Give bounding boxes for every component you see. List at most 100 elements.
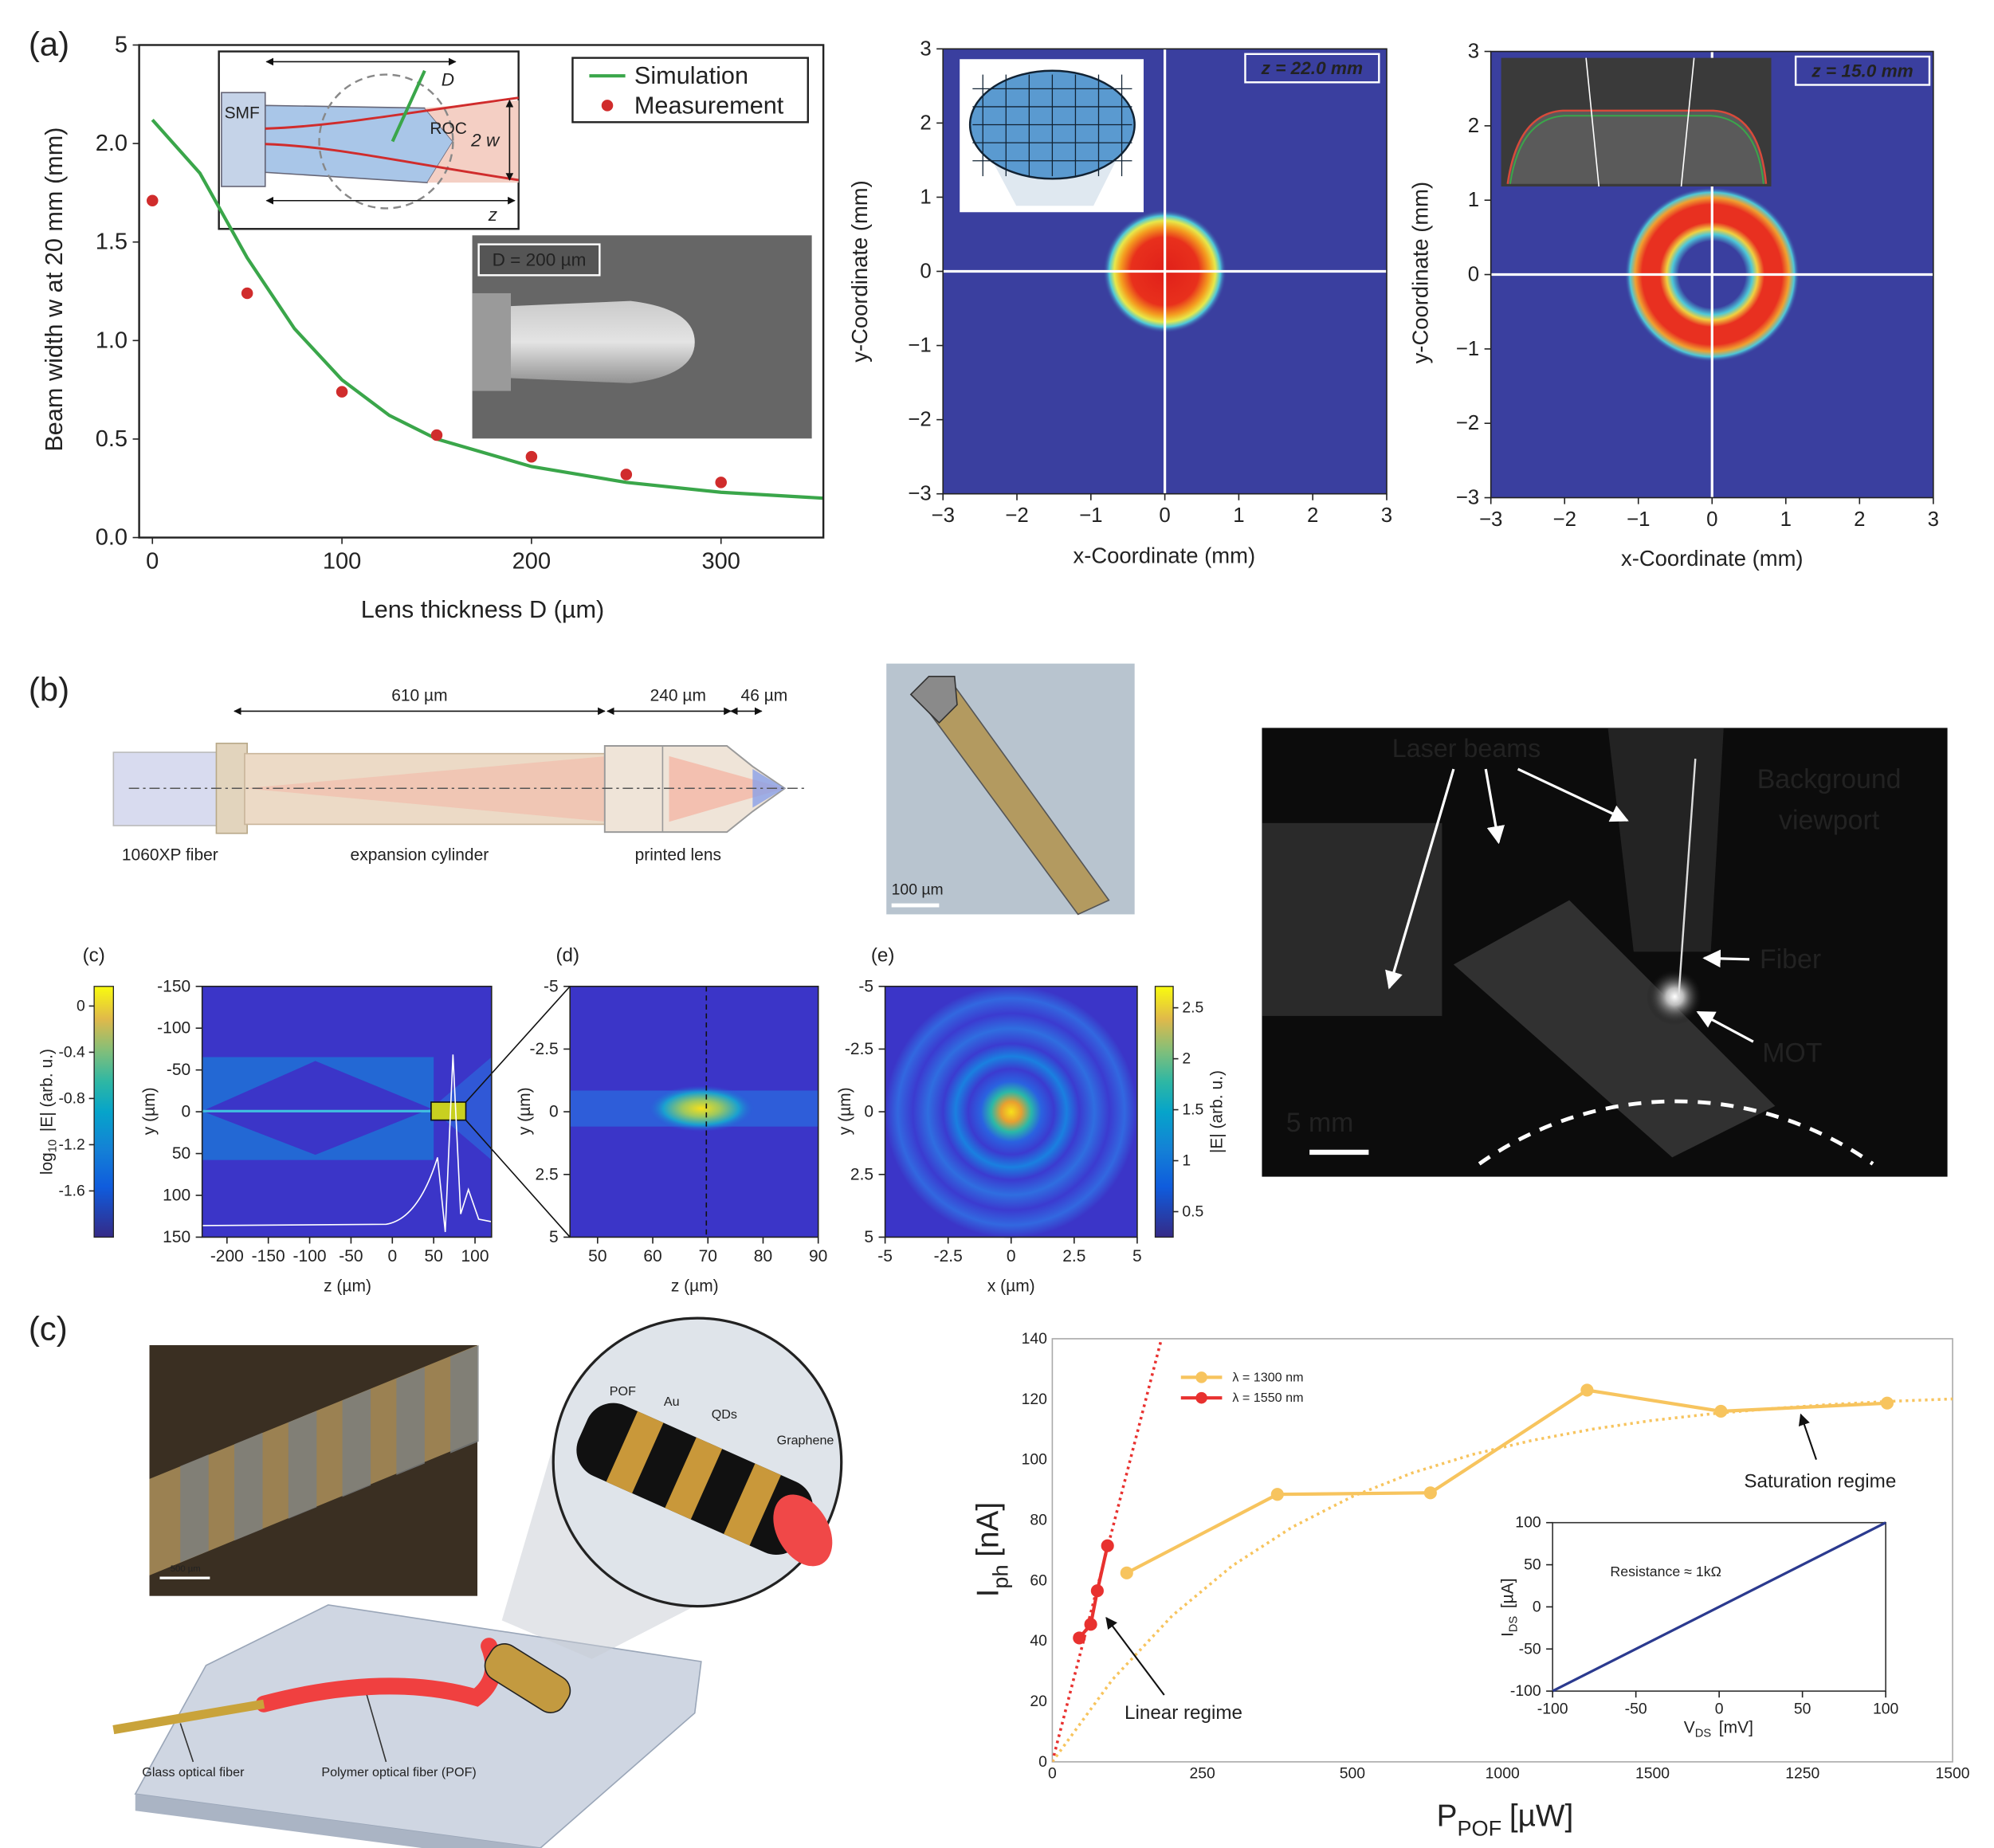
annotation: Resistance ≈ 1kΩ — [1610, 1564, 1721, 1579]
fiber-label: Polymer optical fiber (POF) — [321, 1765, 476, 1779]
y-tick-label: 2 — [920, 112, 931, 134]
x-tick-label: 70 — [699, 1247, 717, 1265]
ray — [265, 143, 519, 182]
x-tick-label: 100 — [323, 548, 361, 574]
y-tick-label: -150 — [157, 977, 190, 995]
y-tick-label: −3 — [908, 483, 931, 505]
y-tick-label: 140 — [1022, 1330, 1048, 1348]
field-lens — [202, 1061, 431, 1155]
data-point — [1580, 1383, 1594, 1397]
y-tick-label: 5 — [115, 32, 128, 57]
series-line — [1077, 1545, 1109, 1639]
lens-photo — [472, 235, 812, 439]
x-tick-label: 0 — [1706, 508, 1717, 531]
data-point — [1423, 1486, 1437, 1500]
x-tick-label: 0 — [1159, 504, 1170, 527]
data-point — [1090, 1584, 1104, 1598]
colorbar-tick-label: 0 — [77, 997, 85, 1014]
axis-label: Iph [nA] — [971, 1502, 1013, 1597]
x-tick-label: 5 — [1132, 1247, 1142, 1265]
data-point — [146, 194, 159, 207]
y-tick-label: 150 — [163, 1228, 190, 1246]
data-point — [620, 469, 633, 481]
y-tick-label: 0 — [549, 1103, 559, 1121]
dimension-label: 46 µm — [741, 687, 788, 705]
axis-label: x-Coordinate (mm) — [1621, 546, 1804, 571]
y-tick-label: -5 — [858, 977, 873, 995]
y-tick-label: 20 — [1030, 1693, 1047, 1710]
x-tick-label: 50 — [588, 1247, 606, 1265]
beam-region — [424, 100, 519, 183]
y-tick-label: 0.0 — [96, 525, 128, 551]
layer-label: Au — [664, 1395, 680, 1409]
x-tick-label: -200 — [210, 1247, 244, 1265]
zoom-line — [465, 1120, 571, 1238]
photo-arrow — [1702, 949, 1750, 968]
photo-stripe — [396, 1367, 425, 1476]
x-tick-label: 0 — [387, 1247, 397, 1265]
y-tick-label: 5 — [549, 1228, 559, 1246]
x-tick-label: 2 — [1307, 504, 1318, 527]
smf — [221, 92, 266, 187]
photo-stripe — [180, 1454, 209, 1563]
colorbar-tick-label: 1 — [1182, 1152, 1191, 1170]
x-tick-label: −2 — [1005, 504, 1028, 527]
plate — [134, 1604, 702, 1848]
x-tick-label: 0 — [146, 548, 159, 574]
label-part: [nA] — [971, 1502, 1005, 1557]
y-tick-label: −2 — [908, 409, 931, 431]
y-tick-label: 0.5 — [96, 426, 128, 452]
legend-label: Measurement — [634, 92, 784, 119]
scale-label: 100 µm — [892, 881, 944, 899]
y-tick-label: -100 — [1510, 1682, 1541, 1700]
y-tick-label: 2.5 — [850, 1165, 873, 1183]
y-tick-label: 2.0 — [96, 131, 128, 156]
colorbar-tick-label: -0.4 — [58, 1043, 85, 1061]
fiber-end — [773, 1494, 833, 1567]
data-point — [1101, 1539, 1114, 1552]
scale-label: 500 µm — [171, 1564, 201, 1574]
y-tick-label: 5 — [864, 1228, 873, 1246]
photo-label: Background — [1757, 764, 1902, 795]
photo-stripe — [234, 1432, 263, 1541]
label-part: ph — [988, 1564, 1013, 1588]
x-tick-label: 50 — [425, 1247, 443, 1265]
axis-label: x (µm) — [987, 1277, 1035, 1295]
x-tick-label: −2 — [1552, 508, 1576, 531]
colorbar-tick-label: 0.5 — [1182, 1203, 1203, 1220]
label-part: |E| (arb. u.) — [37, 1049, 56, 1132]
y-tick-label: -50 — [1519, 1640, 1541, 1658]
inset-label: ROC — [430, 120, 467, 138]
label-part: V — [1684, 1718, 1695, 1736]
y-tick-label: 2 — [1468, 115, 1479, 137]
panel-label: (c) — [29, 1310, 68, 1348]
layer-label: Graphene — [777, 1433, 834, 1447]
y-tick-label: 100 — [1515, 1514, 1541, 1532]
series-line — [151, 119, 824, 500]
y-tick-label: 0 — [1533, 1598, 1541, 1615]
x-tick-label: 100 — [461, 1247, 489, 1265]
axis-label: y (µm) — [836, 1087, 854, 1135]
axis-label: y (µm) — [140, 1087, 159, 1135]
legend-marker — [1195, 1391, 1207, 1404]
x-tick-label: 2 — [1854, 508, 1865, 531]
part-label: printed lens — [635, 846, 721, 865]
label-part: [µA] — [1498, 1578, 1517, 1608]
panel-label: (e) — [871, 945, 895, 967]
profile — [1509, 115, 1764, 184]
axis-label: y-Coordinate (mm) — [847, 180, 872, 363]
label-part: DS — [1508, 1616, 1521, 1633]
colorbar-label: |E| (arb. u.) — [1207, 1070, 1226, 1153]
x-tick-label: 250 — [1190, 1764, 1216, 1782]
y-tick-label: 50 — [1524, 1556, 1541, 1574]
focus — [647, 1085, 756, 1132]
x-tick-label: 0 — [1048, 1764, 1057, 1782]
x-tick-label: 1000 — [1486, 1764, 1520, 1782]
annotation: Linear regime — [1125, 1702, 1242, 1724]
photo-label: viewport — [1779, 806, 1880, 836]
fiber-label: Glass optical fiber — [142, 1765, 245, 1779]
y-tick-label: -2.5 — [530, 1040, 559, 1058]
data-point — [1120, 1566, 1133, 1579]
inset-label: SMF — [225, 104, 260, 123]
